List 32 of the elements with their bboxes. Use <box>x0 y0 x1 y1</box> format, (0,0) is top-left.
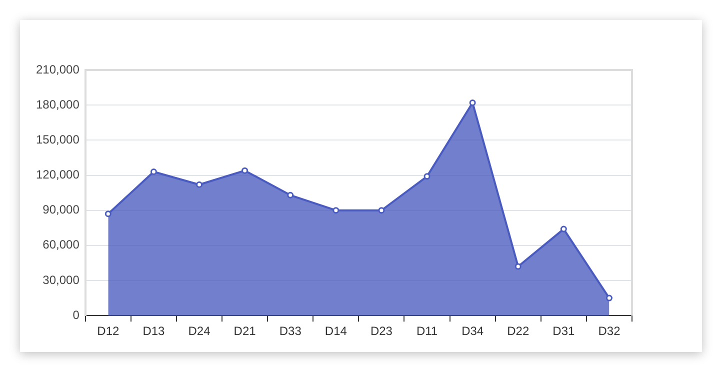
point <box>606 294 612 302</box>
point <box>196 181 203 188</box>
x-tick-label: D22 <box>507 324 530 338</box>
y-tick-label: 60,000 <box>42 238 80 252</box>
x-tick-label: D11 <box>416 324 438 338</box>
y-tick-label: 90,000 <box>42 202 80 217</box>
x-tick-label: D14 <box>324 324 348 338</box>
x-tick-label: D13 <box>142 324 166 338</box>
point <box>560 226 567 232</box>
point <box>424 173 430 180</box>
y-tick-label: 180,000 <box>36 97 80 112</box>
x-tick-label: D32 <box>598 324 621 338</box>
x-tick-label: D23 <box>370 324 393 338</box>
y-tick-label: 30,000 <box>42 272 80 287</box>
x-tick-label: D12 <box>97 324 120 338</box>
point <box>332 207 340 214</box>
x-tick-label: D34 <box>462 324 484 338</box>
point <box>378 207 385 214</box>
point <box>514 263 522 270</box>
y-tick-label: 0 <box>72 308 80 322</box>
point <box>104 210 112 218</box>
point <box>469 99 476 106</box>
y-tick-label: 120,000 <box>36 168 80 182</box>
x-tick-label: D31 <box>552 324 576 338</box>
point <box>150 168 157 175</box>
x-tick-label: D21 <box>234 324 256 338</box>
point <box>287 192 294 198</box>
y-tick-label: 210,000 <box>36 62 80 76</box>
x-tick-label: D24 <box>188 324 211 338</box>
point <box>242 167 248 174</box>
x-tick-label: D33 <box>279 324 302 338</box>
y-tick-label: 150,000 <box>36 132 80 146</box>
